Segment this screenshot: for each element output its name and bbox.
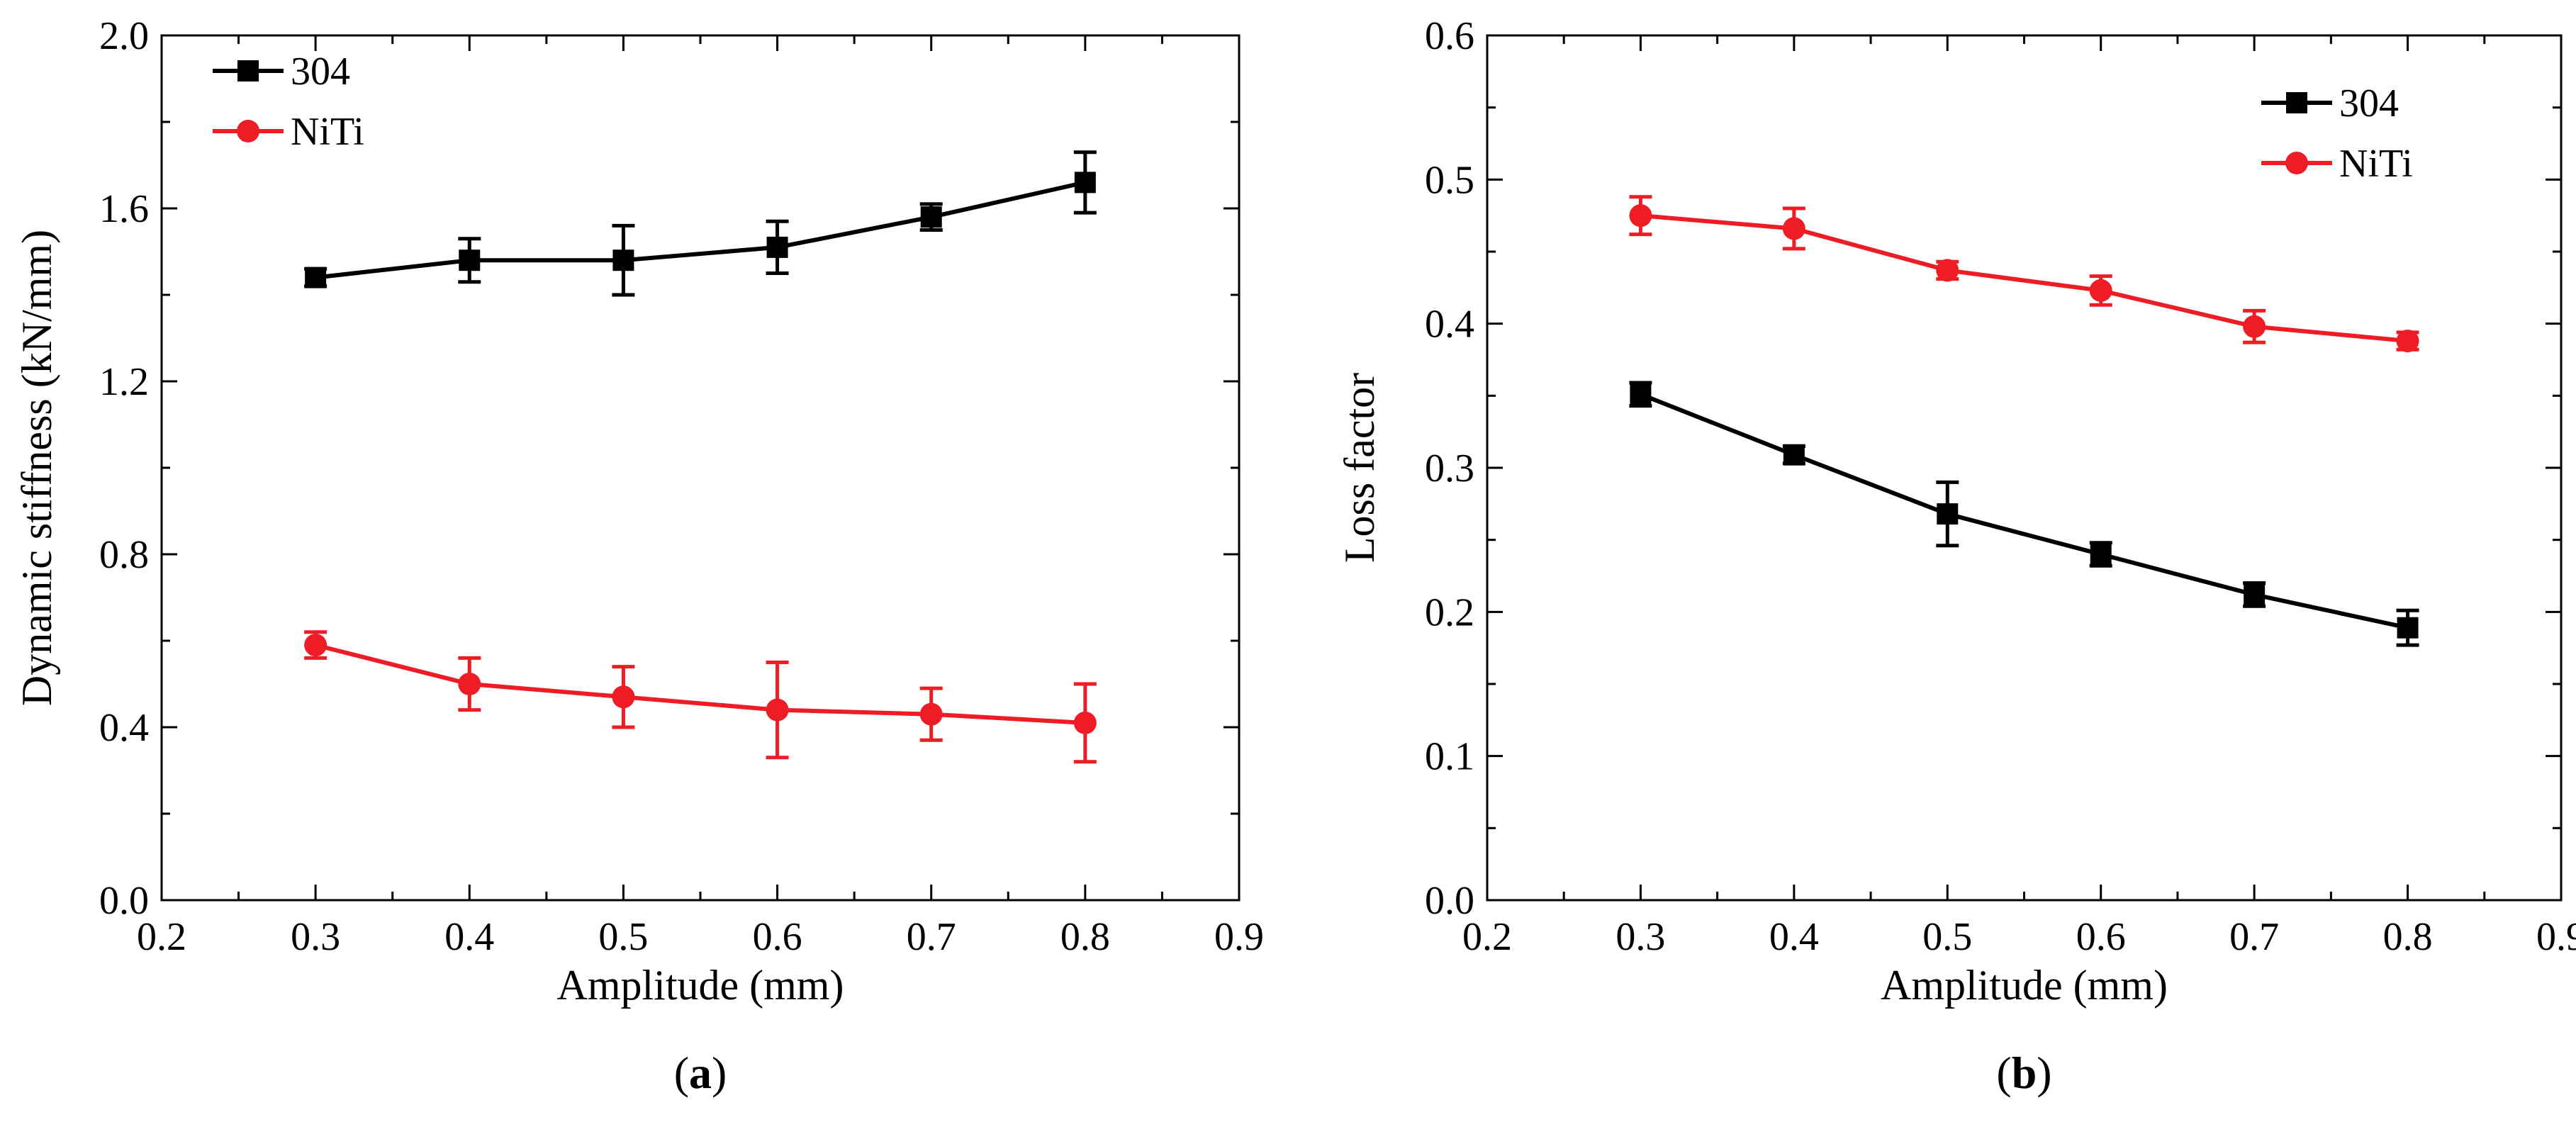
series-304 — [304, 150, 1097, 297]
legend-marker-square — [2286, 92, 2307, 113]
x-tick-label: 0.9 — [1214, 915, 1264, 959]
data-point-circle — [304, 634, 327, 657]
y-tick-label: 0.6 — [1425, 14, 1474, 58]
panel-label-open: ( — [1996, 1048, 2011, 1098]
y-tick-label: 1.2 — [99, 360, 149, 404]
series-line — [1640, 213, 2408, 344]
y-axis-title: Dynamic stiffness (kN/mm) — [13, 230, 60, 706]
legend-marker-circle — [237, 120, 259, 142]
legend-label: 304 — [291, 50, 350, 94]
y-tick-label: 0.4 — [1425, 303, 1474, 347]
panel-label: (b) — [1996, 1048, 2051, 1098]
data-point-square — [612, 249, 634, 271]
panel-label-close: ) — [2037, 1048, 2051, 1098]
x-axis-title: Amplitude (mm) — [1881, 962, 2168, 1009]
legend-label: 304 — [2339, 82, 2399, 125]
x-tick-label: 0.4 — [1769, 915, 1819, 959]
data-point-square — [766, 236, 788, 258]
series-304 — [1629, 381, 2419, 647]
data-point-square — [920, 206, 942, 228]
data-point-circle — [1936, 259, 1959, 282]
x-tick-label: 0.5 — [1922, 915, 1972, 959]
x-tick-label: 0.2 — [1462, 915, 1512, 959]
x-axis-title: Amplitude (mm) — [557, 962, 844, 1009]
legend-label: NiTi — [291, 110, 364, 154]
y-tick-label: 0.1 — [1425, 735, 1474, 779]
panel-label-letter: b — [2012, 1048, 2037, 1098]
data-point-circle — [766, 698, 789, 722]
panel-label-open: ( — [674, 1048, 689, 1098]
data-point-circle — [1073, 711, 1097, 734]
x-tick-label: 0.7 — [907, 915, 956, 959]
y-tick-label: 0.0 — [99, 879, 149, 923]
x-tick-label: 0.3 — [291, 915, 340, 959]
x-tick-label: 0.2 — [137, 915, 186, 959]
data-point-square — [305, 267, 327, 288]
data-point-circle — [2243, 315, 2266, 338]
x-tick-label: 0.6 — [2076, 915, 2126, 959]
chart-panel-a: 0.2 0.3 0.4 0.5 0.6 0.7 0.8 0.9 0.0 0.4 0.8 1.2 1.6 2… — [13, 14, 1264, 1098]
legend-marker-square — [237, 60, 259, 82]
data-point-circle — [458, 673, 481, 695]
y-axis-title: Loss factor — [1336, 373, 1383, 563]
data-point-square — [459, 249, 481, 271]
data-point-square — [2090, 544, 2112, 565]
panel-label-letter: a — [689, 1048, 712, 1098]
y-tick-label: 1.6 — [99, 187, 149, 231]
data-point-circle — [1782, 217, 1805, 240]
data-point-square — [1630, 383, 1652, 405]
panel-label-close: ) — [712, 1048, 727, 1098]
y-tick-label: 0.3 — [1425, 447, 1474, 490]
data-point-square — [1783, 444, 1805, 466]
data-point-square — [1937, 503, 1959, 525]
y-tick-label: 0.8 — [99, 533, 149, 577]
x-tick-label: 0.8 — [2383, 915, 2433, 959]
x-tick-label: 0.5 — [598, 915, 648, 959]
y-tick-label: 0.2 — [1425, 590, 1474, 634]
data-point-circle — [919, 702, 943, 726]
data-point-circle — [2396, 330, 2419, 353]
data-point-circle — [2089, 279, 2112, 302]
data-point-circle — [612, 685, 635, 709]
x-tick-label: 0.4 — [444, 915, 494, 959]
series-NiTi — [304, 630, 1097, 764]
y-tick-label: 0.0 — [1425, 879, 1474, 923]
x-tick-label: 0.6 — [753, 915, 802, 959]
y-tick-label: 2.0 — [99, 14, 149, 58]
panel-label: (a) — [674, 1048, 727, 1098]
x-tick-label: 0.8 — [1060, 915, 1110, 959]
chart-panel-b: 0.2 0.3 0.4 0.5 0.6 0.7 0.8 0.9 0.0 0.1 0.2 0.3 0.4 0… — [1336, 14, 2576, 1098]
x-tick-label: 0.7 — [2229, 915, 2279, 959]
data-point-square — [2244, 583, 2266, 605]
data-point-square — [2397, 617, 2419, 639]
y-tick-label: 0.4 — [99, 706, 149, 750]
data-point-square — [1074, 172, 1096, 193]
x-tick-label: 0.9 — [2536, 915, 2576, 959]
series-line — [315, 180, 1086, 280]
series-line — [1640, 392, 2409, 630]
plot-frame — [160, 34, 1241, 902]
data-point-circle — [1629, 204, 1652, 228]
x-tick-label: 0.3 — [1615, 915, 1665, 959]
series-NiTi — [1629, 195, 2419, 353]
series-line — [315, 643, 1086, 725]
legend-label: NiTi — [2339, 142, 2413, 186]
y-tick-label: 0.5 — [1425, 158, 1474, 202]
legend-marker-circle — [2285, 152, 2308, 174]
